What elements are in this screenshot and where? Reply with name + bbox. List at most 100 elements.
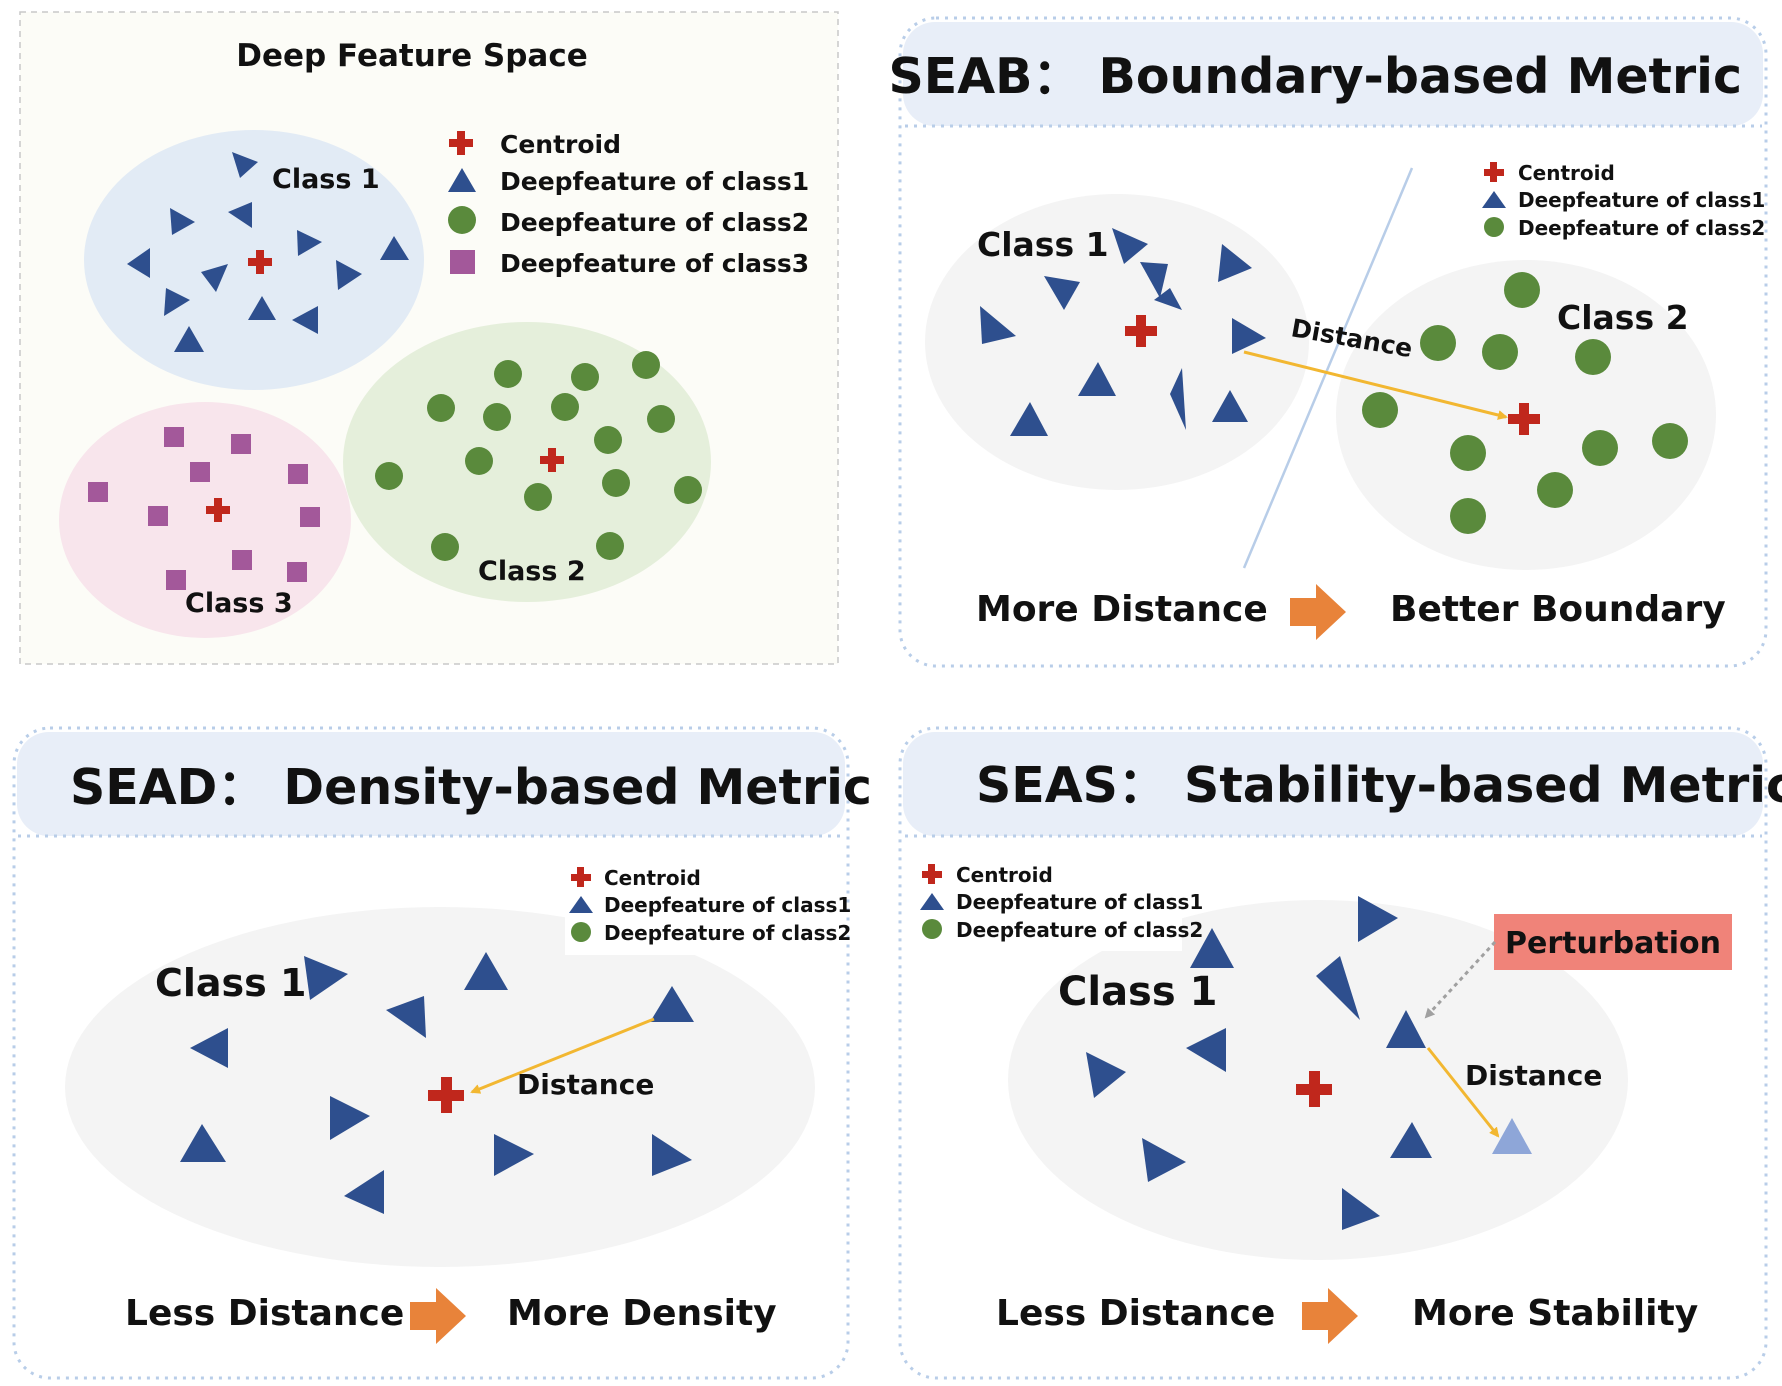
class3-points xyxy=(88,427,320,590)
centroid-icon xyxy=(1484,162,1504,182)
class2-point xyxy=(1362,392,1398,428)
class1-point xyxy=(1140,262,1168,298)
class1-point xyxy=(1112,228,1148,264)
seas-right-caption: More Stability xyxy=(1412,1293,1698,1334)
panel-seab: SEAB： Boundary-based Metric Class 1 Clas… xyxy=(888,16,1768,668)
class1-point xyxy=(1390,1122,1432,1158)
class1-point xyxy=(1044,276,1080,310)
class1-point xyxy=(228,202,252,228)
class3-point xyxy=(231,434,251,454)
seab-right-caption: Better Boundary xyxy=(1390,589,1726,630)
class2-point xyxy=(1450,435,1486,471)
square-icon xyxy=(450,250,475,274)
class2-point xyxy=(594,426,622,454)
class1-point xyxy=(1316,956,1360,1020)
class1-point xyxy=(336,260,362,290)
class1-point xyxy=(344,1170,384,1214)
class1-point xyxy=(650,986,694,1022)
class2-point xyxy=(551,393,579,421)
legend-class2-label: Deepfeature of class2 xyxy=(500,208,809,237)
class2-point xyxy=(571,363,599,391)
seas-legend: Centroid Deepfeature of class1 Deepfeatu… xyxy=(912,856,1203,951)
class2-point xyxy=(596,532,624,560)
class1-point xyxy=(380,236,409,260)
class1-point xyxy=(1190,928,1234,968)
sead-right-caption: More Density xyxy=(507,1293,777,1334)
class1-point xyxy=(164,288,190,316)
perturbation-label: Perturbation xyxy=(1505,926,1721,961)
triangle-icon xyxy=(448,168,476,192)
class2-point xyxy=(1450,498,1486,534)
class1-point xyxy=(297,230,322,256)
class2-point xyxy=(494,360,522,388)
sead-legend-class2: Deepfeature of class2 xyxy=(604,921,851,945)
class1-point xyxy=(652,1134,692,1176)
seas-distance-label: Distance xyxy=(1465,1059,1602,1092)
sead-class1-points xyxy=(180,952,694,1214)
class2-point xyxy=(1482,334,1518,370)
seas-class1-centroid xyxy=(1296,1071,1332,1107)
seab-class2-points xyxy=(1362,272,1688,534)
panel-sead-header xyxy=(17,732,845,836)
centroid-icon xyxy=(449,131,473,155)
triangle-icon xyxy=(1482,191,1506,208)
class2-point xyxy=(427,394,455,422)
class3-cluster xyxy=(59,402,351,638)
class1-label: Class 1 xyxy=(272,164,380,195)
class3-centroid xyxy=(206,498,230,522)
class1-point xyxy=(248,296,276,320)
sead-legend-class1: Deepfeature of class1 xyxy=(604,893,851,917)
legend-centroid-label: Centroid xyxy=(500,130,621,159)
seas-legend-centroid: Centroid xyxy=(956,863,1053,887)
sead-distance-arrow xyxy=(470,1017,655,1094)
seas-title: SEAS： Stability-based Metric xyxy=(976,757,1782,814)
class1-point xyxy=(190,1028,228,1068)
sead-left-caption: Less Distance xyxy=(125,1293,404,1334)
legend-class1-label: Deepfeature of class1 xyxy=(500,167,809,196)
class3-point xyxy=(164,427,184,447)
class2-point xyxy=(1537,472,1573,508)
panel-seas: SEAS： Stability-based Metric Class 1 Per… xyxy=(898,726,1782,1380)
centroid-icon xyxy=(571,867,591,887)
sead-class1-cluster xyxy=(65,907,815,1267)
seab-class1-cluster xyxy=(925,194,1309,490)
legend-class3-label: Deepfeature of class3 xyxy=(500,249,809,278)
class3-point xyxy=(232,550,252,570)
class2-point xyxy=(524,483,552,511)
perturbed-point xyxy=(1492,1118,1532,1154)
class1-point xyxy=(180,1124,226,1162)
class1-point xyxy=(304,956,348,1000)
class2-point xyxy=(1582,430,1618,466)
seas-distance-arrow xyxy=(1426,1047,1500,1138)
class1-point xyxy=(1010,402,1048,436)
panel-feature-space: Deep Feature Space Class 1 Class 2 Class… xyxy=(19,11,839,665)
class1-points xyxy=(127,152,409,352)
class1-point xyxy=(1078,362,1116,396)
panel-sead: SEAD： Density-based Metric Class 1 Dista… xyxy=(12,726,872,1380)
class1-point xyxy=(1142,1138,1186,1182)
sead-title: SEAD： Density-based Metric xyxy=(70,759,872,816)
class2-point xyxy=(431,533,459,561)
seab-legend-class1: Deepfeature of class1 xyxy=(1518,188,1765,212)
class1-point xyxy=(1170,368,1186,430)
sead-legend: Centroid Deepfeature of class1 Deepfeatu… xyxy=(565,860,851,955)
class3-label: Class 3 xyxy=(185,588,293,619)
class1-point xyxy=(330,1096,370,1140)
class1-centroid xyxy=(248,250,272,274)
panel-seab-header xyxy=(903,22,1763,126)
class1-point xyxy=(464,952,508,990)
sead-class1-label: Class 1 xyxy=(155,961,306,1005)
class1-point xyxy=(292,306,318,334)
class1-point xyxy=(1218,244,1252,282)
perturbation-box xyxy=(1494,914,1732,970)
circle-icon xyxy=(1484,217,1504,237)
class3-point xyxy=(288,464,308,484)
seab-legend-centroid: Centroid xyxy=(1518,161,1615,185)
class1-point xyxy=(201,264,228,292)
class2-point xyxy=(674,476,702,504)
class1-point xyxy=(127,248,150,278)
class3-point xyxy=(166,570,186,590)
class3-point xyxy=(300,507,320,527)
class1-point xyxy=(170,208,195,235)
